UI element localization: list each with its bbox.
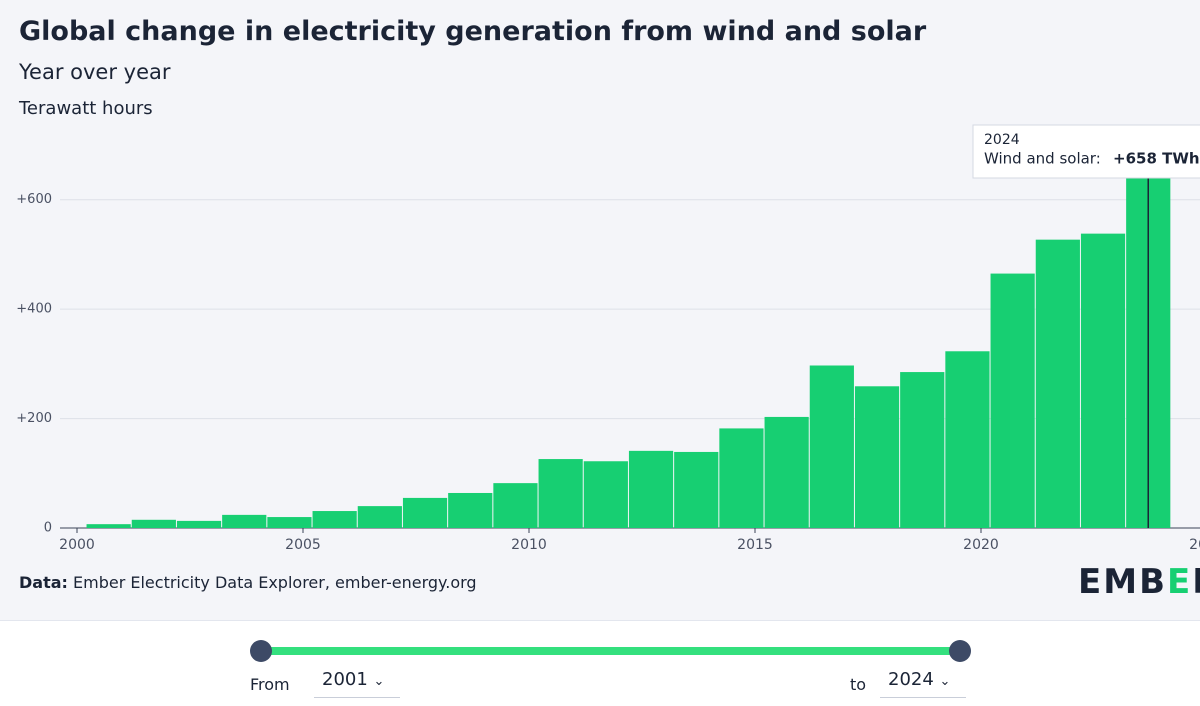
bar xyxy=(628,450,674,528)
chart: 0 +200 +400 +600 2000 2005 2010 2015 2020 2025 202… xyxy=(16,124,1200,553)
logo: EMBER xyxy=(1078,562,1200,602)
logo-letter: E xyxy=(1167,562,1193,602)
tooltip: 2024 Wind and solar: +658 TWh xyxy=(972,124,1200,179)
chart-subtitle: Year over year xyxy=(19,60,171,84)
logo-letter: E xyxy=(1078,562,1104,602)
to-value: 2024 xyxy=(888,669,934,690)
y-tick-label: +400 xyxy=(16,302,52,317)
bar xyxy=(1080,233,1126,528)
bar xyxy=(176,520,222,528)
bar xyxy=(583,461,628,528)
x-tick-label: 2005 xyxy=(285,537,321,553)
bar xyxy=(222,514,267,528)
chevron: ⌄ xyxy=(373,674,385,689)
tooltip-year: 2024 xyxy=(984,132,1020,148)
bar xyxy=(809,365,854,528)
x-tick-label: 2000 xyxy=(59,537,95,553)
bar xyxy=(131,519,176,528)
y-tick-label: +600 xyxy=(16,192,52,207)
bar xyxy=(854,386,900,528)
bar xyxy=(538,459,583,528)
slider-track[interactable] xyxy=(261,647,960,655)
bar xyxy=(945,351,990,528)
slider-handle-start[interactable] xyxy=(250,640,272,662)
bar xyxy=(900,372,945,528)
bar xyxy=(719,428,764,528)
x-tick-label: 2010 xyxy=(511,537,547,553)
bar xyxy=(1035,239,1080,529)
x-tick-label: 2025 xyxy=(1189,537,1200,553)
bar xyxy=(764,416,809,528)
bar xyxy=(267,517,312,528)
source: Data: Ember Electricity Data Explorer, e… xyxy=(19,573,477,592)
source-text: Ember Electricity Data Explorer, ember-e… xyxy=(73,573,477,592)
slider-handle-end[interactable] xyxy=(949,640,971,662)
y-axis-label: Terawatt hours xyxy=(19,98,153,119)
bar xyxy=(86,524,131,528)
range-panel: From 2001 ⌄ to 2024 ⌄ xyxy=(0,620,1200,706)
tooltip-value: +658 TWh xyxy=(1113,150,1200,168)
logo-letter: B xyxy=(1139,562,1167,602)
source-prefix: Data: xyxy=(19,573,68,592)
tooltip-box xyxy=(972,124,1200,179)
bar xyxy=(402,497,448,528)
y-tick-label: 0 xyxy=(44,521,52,536)
chart-title: Global change in electricity generation … xyxy=(19,16,927,47)
to-select[interactable]: 2024 ⌄ xyxy=(880,669,966,698)
from-label: From xyxy=(250,675,290,694)
logo-letter: M xyxy=(1103,562,1140,602)
from-select[interactable]: 2001 ⌄ xyxy=(314,669,400,698)
x-tick-label: 2020 xyxy=(963,537,999,553)
from-value: 2001 xyxy=(322,669,368,690)
bar xyxy=(357,506,402,528)
chevron: ⌄ xyxy=(939,674,951,689)
logo-letter: R xyxy=(1192,562,1200,602)
tooltip-series: Wind and solar: xyxy=(984,150,1101,168)
x-tick-label: 2015 xyxy=(737,537,773,553)
bar xyxy=(674,451,719,528)
bar xyxy=(312,511,357,528)
bar xyxy=(990,273,1035,528)
y-tick-label: +200 xyxy=(16,411,52,426)
bar xyxy=(493,483,538,528)
to-label: to xyxy=(850,675,867,694)
bar xyxy=(448,492,493,528)
